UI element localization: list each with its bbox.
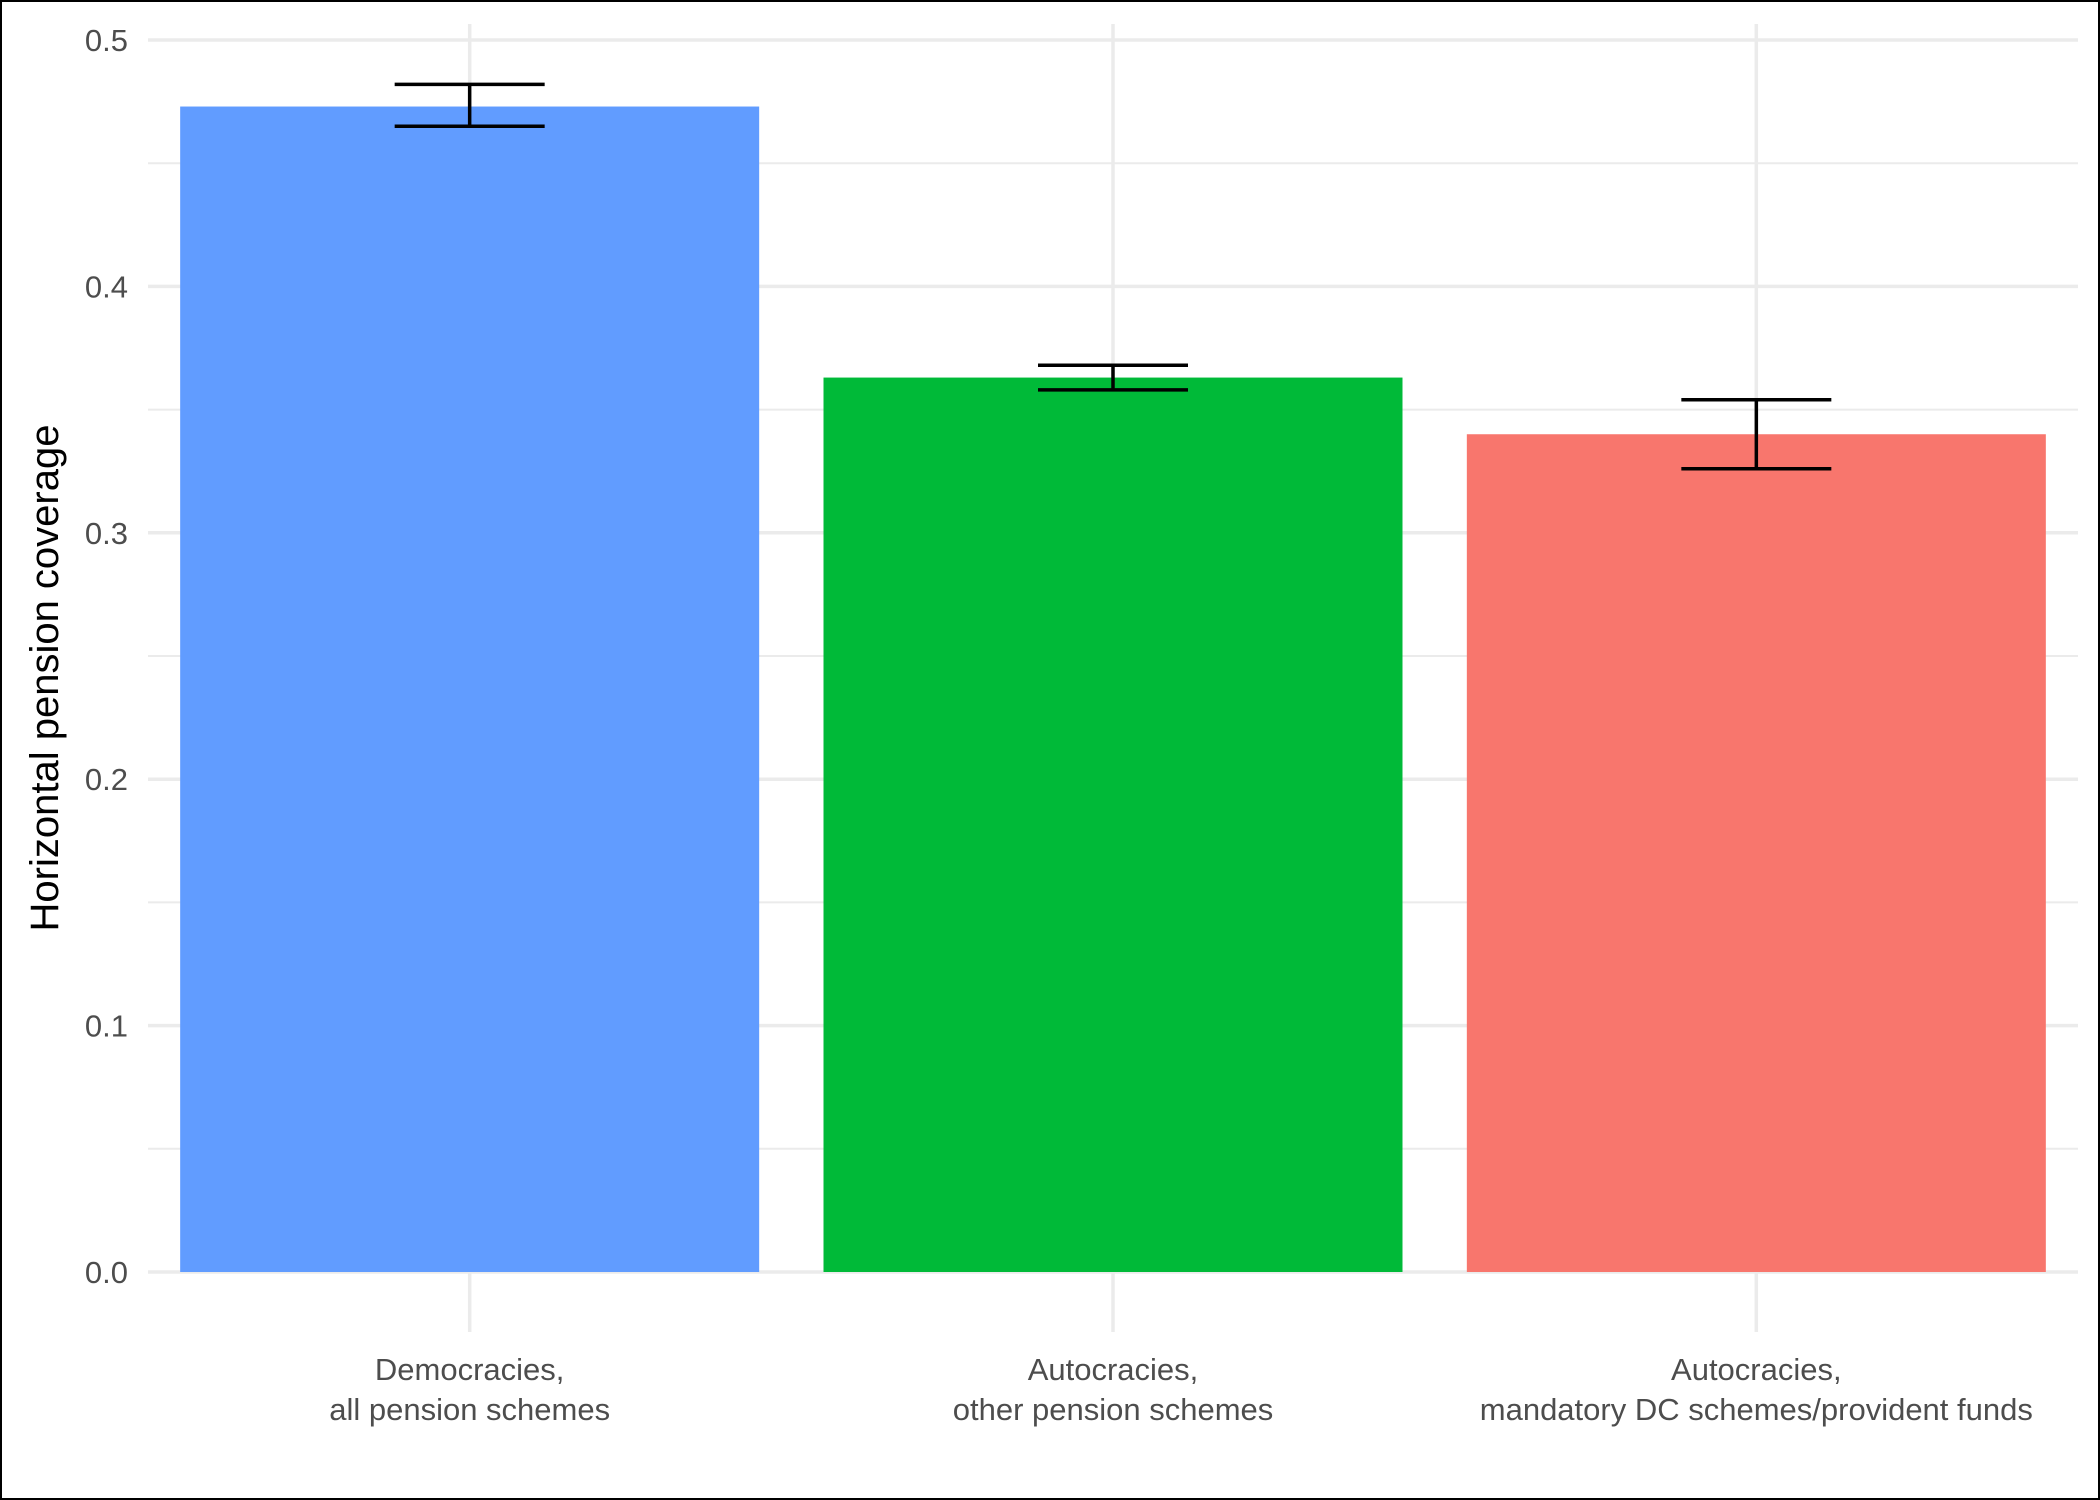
x-tick-label: Democracies, all pension schemes: [329, 1352, 610, 1427]
error-bar: [1681, 397, 1832, 471]
error-bar: [1038, 363, 1188, 392]
x-tick-label: Autocracies, mandatory DC schemes/provide…: [1480, 1352, 2033, 1427]
bars: [180, 106, 2046, 1273]
x-tick-label: Autocracies, other pension schemes: [953, 1352, 1274, 1427]
x-tick-label-line: Autocracies,: [1671, 1352, 1842, 1387]
y-tick-labels: 0.0 0.1 0.2 0.3 0.4 0.5: [85, 23, 128, 1290]
x-tick-labels: Democracies, all pension schemes Autocraci…: [329, 1352, 2033, 1427]
x-tick-label-line: other pension schemes: [953, 1392, 1274, 1427]
y-tick-label: 0.2: [85, 762, 128, 797]
error-bars: [394, 82, 1832, 471]
x-tick-label-line: Autocracies,: [1028, 1352, 1199, 1387]
x-tick-label-line: mandatory DC schemes/provident funds: [1480, 1392, 2033, 1427]
x-tick-label-line: all pension schemes: [329, 1392, 610, 1427]
y-tick-label: 0.4: [85, 269, 128, 304]
y-tick-label: 0.3: [85, 516, 128, 551]
y-tick-label: 0.1: [85, 1009, 128, 1044]
error-bar: [394, 82, 545, 128]
y-tick-label: 0.0: [85, 1255, 128, 1290]
bar: [1466, 434, 2046, 1272]
y-tick-label: 0.5: [85, 23, 128, 58]
bar: [823, 377, 1403, 1272]
x-tick-label-line: Democracies,: [375, 1352, 565, 1387]
y-axis-title: Horizontal pension coverage: [23, 425, 67, 932]
bar: [180, 106, 760, 1273]
